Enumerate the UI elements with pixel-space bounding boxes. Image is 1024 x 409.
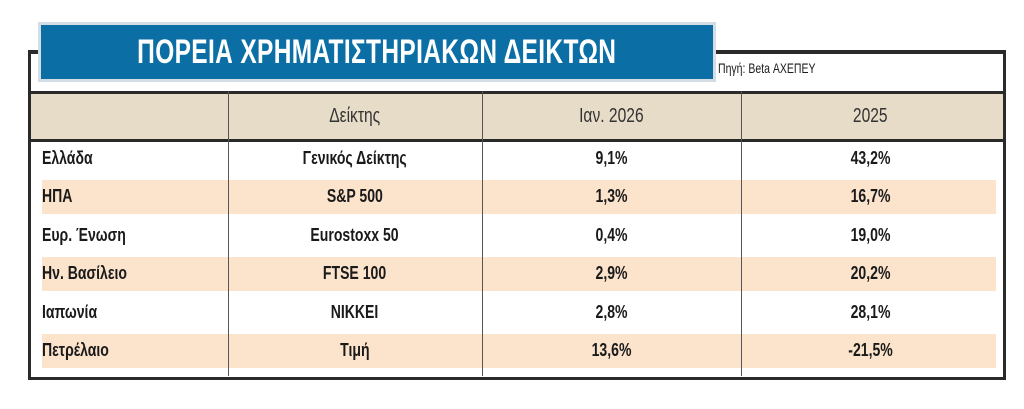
- cell-country: ΗΠΑ: [42, 186, 73, 206]
- cell-year-2025: -21,5%: [848, 340, 893, 360]
- cell-index: Eurostoxx 50: [310, 224, 400, 245]
- cell-index: Τιμή: [340, 340, 370, 360]
- cell-index: Γενικός Δείκτης: [302, 147, 408, 168]
- cell-jan-2026: 9,1%: [595, 147, 628, 168]
- cell-country: Πετρέλαιο: [42, 340, 109, 360]
- cell-year-2025: 43,2%: [850, 147, 891, 168]
- header-jan-2026: Ιαν. 2026: [579, 105, 644, 127]
- cell-year-2025: 19,0%: [850, 224, 891, 245]
- cell-year-2025: 16,7%: [850, 186, 891, 206]
- table-row: [42, 179, 996, 214]
- source-note: Πηγή: Beta ΑΧΕΠΕΥ: [718, 60, 816, 76]
- column-divider: [228, 91, 229, 376]
- column-divider: [482, 91, 483, 376]
- table-header: [31, 91, 1003, 142]
- cell-country: Ιαπωνία: [42, 301, 98, 322]
- cell-jan-2026: 2,8%: [595, 301, 628, 322]
- cell-year-2025: 28,1%: [850, 301, 891, 322]
- table-title: ΠΟΡΕΙΑ ΧΡΗΜΑΤΙΣΤΗΡΙΑΚΩΝ ΔΕΙΚΤΩΝ: [38, 22, 716, 82]
- title-text: ΠΟΡΕΙΑ ΧΡΗΜΑΤΙΣΤΗΡΙΑΚΩΝ ΔΕΙΚΤΩΝ: [137, 32, 617, 71]
- cell-country: Ευρ. Ένωση: [42, 224, 126, 245]
- cell-index: NIKKEI: [331, 301, 379, 322]
- header-country: [31, 94, 228, 139]
- cell-jan-2026: 2,9%: [595, 263, 628, 283]
- cell-index: S&P 500: [327, 186, 383, 206]
- header-index: Δείκτης: [329, 105, 381, 127]
- cell-jan-2026: 0,4%: [595, 224, 628, 245]
- table-row: [42, 256, 996, 291]
- cell-country: Ελλάδα: [42, 147, 93, 168]
- cell-jan-2026: 1,3%: [595, 186, 628, 206]
- table-row: [42, 333, 996, 368]
- cell-year-2025: 20,2%: [850, 263, 891, 283]
- cell-jan-2026: 13,6%: [591, 340, 632, 360]
- header-2025: 2025: [853, 105, 888, 127]
- cell-index: FTSE 100: [323, 263, 387, 283]
- cell-country: Ην. Βασίλειο: [42, 263, 127, 283]
- column-divider: [741, 91, 742, 376]
